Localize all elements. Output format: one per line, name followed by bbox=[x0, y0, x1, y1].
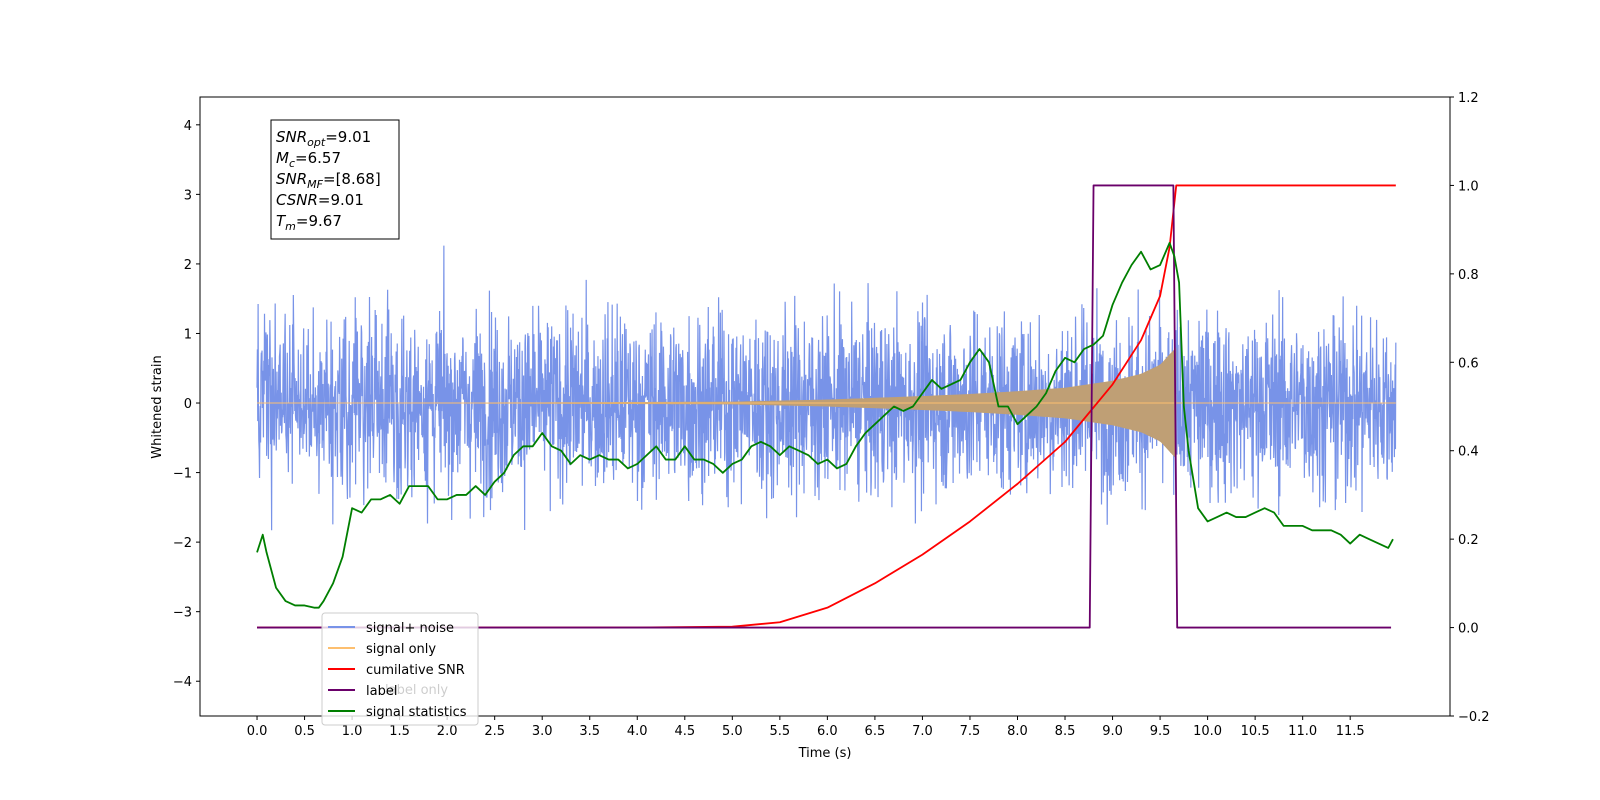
x-tick-label: 11.5 bbox=[1336, 724, 1365, 739]
y-tick-label: 2 bbox=[184, 258, 192, 273]
y2-tick-label: 0.4 bbox=[1458, 445, 1479, 460]
x-tick-label: 0.5 bbox=[294, 724, 315, 739]
legend-entry-label: signal+ noise bbox=[366, 621, 454, 636]
y2-tick-label: 0.2 bbox=[1458, 533, 1479, 548]
x-tick-label: 4.0 bbox=[627, 724, 648, 739]
y2-tick-label: 0.6 bbox=[1458, 356, 1479, 371]
y-tick-label: 3 bbox=[184, 188, 192, 203]
plot-area bbox=[256, 184, 1397, 629]
x-tick-label: 3.5 bbox=[579, 724, 600, 739]
y-tick-label: −4 bbox=[173, 675, 192, 690]
x-tick-label: 3.0 bbox=[532, 724, 553, 739]
info-box-line: CSNR=9.01 bbox=[276, 191, 364, 209]
x-tick-label: 2.5 bbox=[484, 724, 505, 739]
info-box-line: SNRopt=9.01 bbox=[276, 128, 371, 149]
x-tick-label: 9.5 bbox=[1150, 724, 1171, 739]
x-tick-label: 10.0 bbox=[1193, 724, 1222, 739]
y-axis-label: Whitened strain bbox=[150, 355, 165, 458]
y2-tick-label: 1.0 bbox=[1458, 179, 1479, 194]
y-tick-label: −3 bbox=[173, 606, 192, 621]
info-box-line: SNRMF=[8.68] bbox=[276, 170, 381, 191]
y2-tick-label: 0.8 bbox=[1458, 268, 1479, 283]
x-tick-label: 1.5 bbox=[389, 724, 410, 739]
y2-tick-label: 1.2 bbox=[1458, 91, 1479, 106]
x-tick-label: 8.5 bbox=[1055, 724, 1076, 739]
axes: 0.0 0.5 1.0 1.5 2.0 2.5 3.0 3.5 4.0 4.5 5.0 5.5 6.0 6… bbox=[173, 91, 1490, 739]
y-tick-label: −1 bbox=[173, 467, 192, 482]
legend-frame bbox=[321, 612, 479, 726]
x-axis-label: Time (s) bbox=[798, 746, 852, 761]
info-box-line: Tm=9.67 bbox=[276, 212, 342, 233]
x-tick-label: 5.5 bbox=[770, 724, 791, 739]
series-label bbox=[257, 184, 1392, 629]
legend-entry-label: label bbox=[366, 684, 397, 699]
x-tick-label: 0.0 bbox=[247, 724, 268, 739]
x-tick-label: 1.0 bbox=[342, 724, 363, 739]
legend-entry-label: cumilative SNR bbox=[366, 663, 465, 678]
x-tick-label: 7.5 bbox=[960, 724, 981, 739]
x-tick-label: 6.5 bbox=[865, 724, 886, 739]
series-signal-statistics bbox=[256, 242, 1394, 609]
x-tick-label: 8.0 bbox=[1007, 724, 1028, 739]
legend-entry-label: signal statistics bbox=[366, 705, 467, 720]
legend: label only signal+ noise signal only cumila… bbox=[321, 612, 479, 726]
x-tick-label: 10.5 bbox=[1241, 724, 1270, 739]
y2-tick-label: −0.2 bbox=[1458, 710, 1490, 725]
x-tick-label: 9.0 bbox=[1102, 724, 1123, 739]
axes-frame bbox=[199, 96, 1451, 717]
series-signal-noise bbox=[256, 245, 1397, 531]
series-cumilative-snr bbox=[257, 184, 1396, 629]
info-box-frame bbox=[270, 119, 400, 240]
y-tick-label: 0 bbox=[184, 397, 192, 412]
y-tick-label: −2 bbox=[173, 536, 192, 551]
x-tick-label: 4.5 bbox=[674, 724, 695, 739]
info-box-line: Mc=6.57 bbox=[276, 149, 341, 170]
y-tick-label: 4 bbox=[184, 119, 192, 134]
x-tick-label: 11.0 bbox=[1288, 724, 1317, 739]
y-tick-label: 1 bbox=[184, 327, 192, 342]
legend-entry-label: signal only bbox=[366, 642, 436, 657]
x-tick-label: 7.0 bbox=[912, 724, 933, 739]
x-tick-label: 2.0 bbox=[437, 724, 458, 739]
y2-tick-label: 0.0 bbox=[1458, 622, 1479, 637]
legend-hidden-text: label only bbox=[385, 683, 448, 698]
x-tick-label: 5.0 bbox=[722, 724, 743, 739]
x-tick-label: 6.0 bbox=[817, 724, 838, 739]
